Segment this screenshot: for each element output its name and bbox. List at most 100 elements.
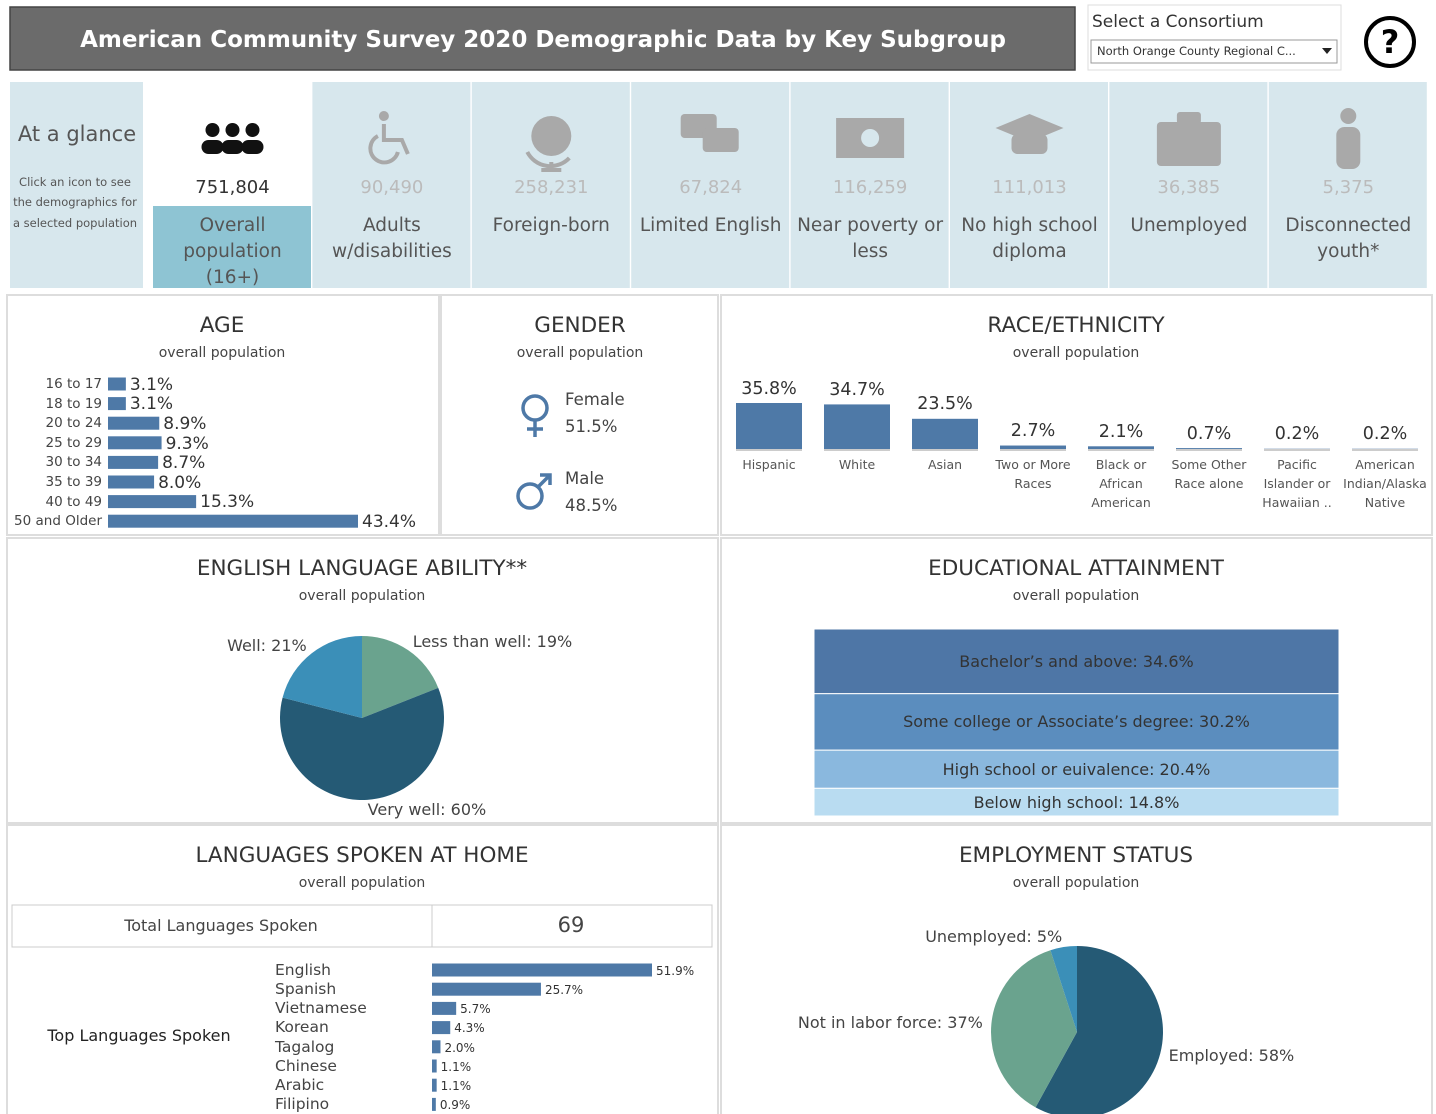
tile-value[interactable]: 5,375 [1322, 177, 1375, 199]
category-label: Korean [275, 1018, 329, 1037]
stack-segment [813, 787, 1340, 817]
bar [108, 475, 155, 489]
total-value: 69 [557, 913, 585, 938]
category-label: 25 to 29 [45, 434, 103, 451]
group-label: Top Languages Spoken [47, 1026, 231, 1046]
help-icon[interactable] [1364, 16, 1416, 68]
total-label: Total Languages Spoken [124, 916, 318, 936]
value-label: 15.3% [200, 492, 255, 513]
tile-value[interactable]: 67,824 [679, 177, 743, 199]
bar [824, 404, 890, 449]
tile-icon [241, 140, 264, 154]
tile-value[interactable]: 258,231 [514, 177, 589, 199]
tile-value[interactable]: 90,490 [360, 177, 424, 199]
value-label: 5.7% [460, 1002, 491, 1017]
value-label: 51.9% [656, 963, 695, 978]
value-label: 4.3% [454, 1021, 485, 1036]
bar [432, 1059, 437, 1073]
value-label: 2.7% [1010, 421, 1056, 442]
tile-value[interactable]: 116,259 [832, 177, 908, 199]
bar [1088, 446, 1154, 449]
bar [736, 403, 802, 449]
chart-title: RACE/ETHNICITY [987, 313, 1165, 339]
value-label: 0.7% [1186, 423, 1232, 444]
category-label: English [275, 960, 331, 979]
value-label: 1.1% [440, 1059, 472, 1074]
tile-icon [378, 111, 389, 121]
chart-title: EMPLOYMENT STATUS [958, 843, 1194, 869]
tile-label[interactable]: Disconnected youth* [1285, 215, 1412, 262]
bar [432, 963, 652, 977]
slice-label: Well: 21% [227, 635, 307, 655]
consortium-select[interactable] [1090, 39, 1338, 64]
category-label: 35 to 39 [45, 473, 103, 490]
value-label: 23.5% [917, 394, 973, 415]
category-label: Pacific Islander or Hawaiian .. [1262, 456, 1332, 510]
pie-slice [1050, 946, 1077, 1032]
value-label: 43.4% [362, 512, 417, 532]
tile-icon [1011, 134, 1048, 154]
tile-value[interactable]: 751,804 [195, 177, 270, 199]
value-label: 3.1% [129, 374, 174, 395]
total-table [11, 904, 713, 948]
tile-icon [702, 128, 739, 152]
tile-label[interactable]: Limited English [639, 215, 782, 236]
slice-label: Less than well: 19% [412, 632, 573, 652]
bar [432, 1021, 451, 1035]
category-label: 50 and Older [14, 513, 102, 530]
value-label: 8.7% [162, 453, 206, 474]
chart-subtitle: overall population [516, 344, 644, 361]
tile-icon [245, 123, 260, 137]
chart-title: ENGLISH LANGUAGE ABILITY** [196, 556, 528, 582]
tile-icon [368, 124, 410, 165]
category-label: Male [565, 469, 605, 489]
tile-label[interactable]: Adults w/disabilities [331, 215, 452, 262]
category-label: White [838, 456, 876, 472]
value-label: 9.3% [165, 433, 209, 454]
stack-segment [813, 749, 1340, 789]
category-label: Chinese [275, 1056, 337, 1075]
category-label: 40 to 49 [45, 493, 103, 510]
value-label: 1.1% [440, 1079, 472, 1093]
tile-icon [531, 116, 572, 156]
slice-label: Employed: 58% [1168, 1046, 1295, 1066]
tile-icon [995, 114, 1064, 142]
segment-label: High school or euivalence: 20.4% [942, 759, 1211, 779]
category-label: 16 to 17 [45, 375, 103, 392]
chart-title: EDUCATIONAL ATTAINMENT [928, 556, 1224, 582]
segment-label: Below high school: 14.8% [973, 792, 1180, 812]
tile[interactable] [790, 82, 949, 288]
help-glyph[interactable]: ? [1380, 22, 1400, 61]
segment-label: Bachelor’s and above: 34.6% [959, 651, 1194, 671]
consortium-value[interactable]: North Orange County Regional C... [1097, 44, 1296, 59]
bar [912, 418, 978, 449]
tile-value[interactable]: 36,385 [1157, 177, 1221, 199]
tile-label[interactable]: Unemployed [1130, 215, 1248, 236]
tile-selected-band [153, 206, 311, 288]
bar [108, 436, 162, 450]
tile-value[interactable]: 111,013 [992, 177, 1067, 199]
bar [108, 455, 159, 469]
category-label: Hispanic [742, 456, 796, 472]
pie-slice [1035, 946, 1163, 1114]
category-label: Spanish [275, 979, 337, 998]
page-title: American Community Survey 2020 Demograph… [80, 27, 1006, 54]
tile-label[interactable]: Overall population (16+) [183, 215, 282, 288]
bar [108, 495, 197, 509]
slice-label: Very well: 60% [367, 800, 487, 820]
tile[interactable] [312, 82, 471, 288]
chart-subtitle: overall population [1012, 874, 1140, 891]
tile-label[interactable]: No high school diploma [961, 215, 1098, 262]
tile-icon [201, 140, 224, 154]
bar [432, 1040, 441, 1054]
tile-icon [205, 123, 220, 137]
category-label: Filipino [275, 1095, 330, 1114]
category-label: Black or African American [1091, 456, 1151, 510]
bar [108, 377, 126, 391]
tile-label[interactable]: Near poverty or less [797, 215, 944, 262]
tile-label[interactable]: Foreign-born [492, 215, 610, 236]
category-label: American Indian/Alaska Native [1343, 456, 1427, 510]
glance-intro [10, 82, 143, 288]
